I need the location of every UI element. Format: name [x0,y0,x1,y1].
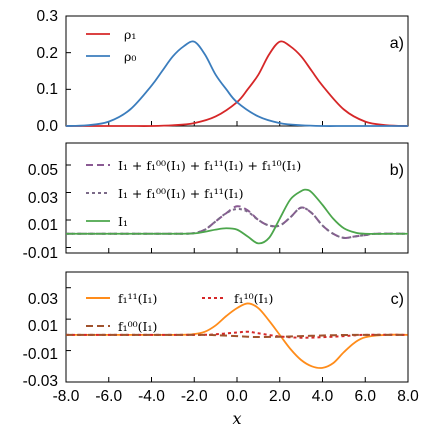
panel-a-frame [65,15,409,127]
series-line-0-0 [66,40,409,127]
panel-c-ytick-label: 0.01 [28,318,58,335]
x-tick-label: -8.0 [53,388,80,405]
series-line-1-2 [66,188,409,245]
panel-b: 0.05 0.03 0.01 -0.01 b) I₁ + f₁⁰⁰(I₁) + … [23,142,409,262]
series-line-2-0 [65,302,409,369]
x-axis-label: x [232,409,241,428]
legend-label-f10: f₁¹⁰(I₁) [234,291,273,306]
panel-c-legend: f₁¹¹(I₁) f₁¹⁰(I₁) f₁⁰⁰(I₁) [86,291,273,334]
panel-a-y-ticks: 0.3 0.2 0.1 0.0 [36,8,58,135]
legend-label-partial-sum: I₁ + f₁⁰⁰(I₁) + f₁¹¹(I₁) [118,186,244,201]
panel-a-curves [65,15,409,127]
panel-a-ytick-label: 0.2 [36,45,58,62]
panel-c: 0.03 0.01 -0.01 -0.03 c) f₁¹¹(I₁) f₁¹⁰(I… [23,271,409,390]
legend-label-rho1: ρ₁ [124,27,136,42]
panel-c-ytick-label: -0.03 [23,373,58,390]
legend-label-f00: f₁⁰⁰(I₁) [118,319,157,334]
x-tick-label: 4.0 [312,388,334,405]
panel-b-ytick-label: 0.05 [28,162,58,179]
x-tick-label: 0.0 [226,388,248,405]
panel-c-y-ticks: 0.03 0.01 -0.01 -0.03 [23,291,58,390]
panel-a-ytick-label: 0.0 [36,118,58,135]
panel-b-ytick-label: 0.01 [28,217,58,234]
panel-c-curves [65,287,409,383]
panel-b-label: b) [390,162,404,179]
panel-a-ytick-label: 0.1 [36,81,58,98]
x-tick-label: -6.0 [95,388,122,405]
panel-b-curves [65,164,409,253]
x-tick-label: 2.0 [269,388,291,405]
panel-b-ytick-label: 0.03 [28,190,58,207]
x-axis-ticks: -8.0 -6.0 -4.0 -2.0 0.0 2.0 4.0 6.0 8.0 [53,388,420,405]
x-tick-label: 8.0 [397,388,419,405]
legend-label-I1: I₁ [118,214,128,229]
panel-c-ytick-label: -0.01 [23,346,58,363]
x-tick-label: -4.0 [138,388,165,405]
series-line-0-1 [65,40,408,127]
panel-b-legend: I₁ + f₁⁰⁰(I₁) + f₁¹¹(I₁) + f₁¹⁰(I₁) I₁ +… [86,158,301,229]
legend-label-f11: f₁¹¹(I₁) [118,291,157,306]
legend-label-rho0: ρ₀ [124,49,136,64]
panel-b-y-ticks: 0.05 0.03 0.01 -0.01 [23,162,58,262]
panel-c-label: c) [391,291,404,308]
x-tick-label: 6.0 [354,388,376,405]
panel-a-legend: ρ₁ ρ₀ [86,27,136,64]
x-tick-label: -2.0 [181,388,208,405]
panel-b-ytick-label: -0.01 [23,245,58,262]
series-line-1-1 [66,206,409,239]
panel-c-ytick-label: 0.03 [28,291,58,308]
panel-a-label: a) [390,35,404,52]
panel-a-ytick-label: 0.3 [36,8,58,25]
series-line-2-2 [65,333,409,339]
legend-label-full-sum: I₁ + f₁⁰⁰(I₁) + f₁¹¹(I₁) + f₁¹⁰(I₁) [118,158,301,173]
panel-a: 0.3 0.2 0.1 0.0 a) ρ₁ ρ₀ [36,8,409,135]
